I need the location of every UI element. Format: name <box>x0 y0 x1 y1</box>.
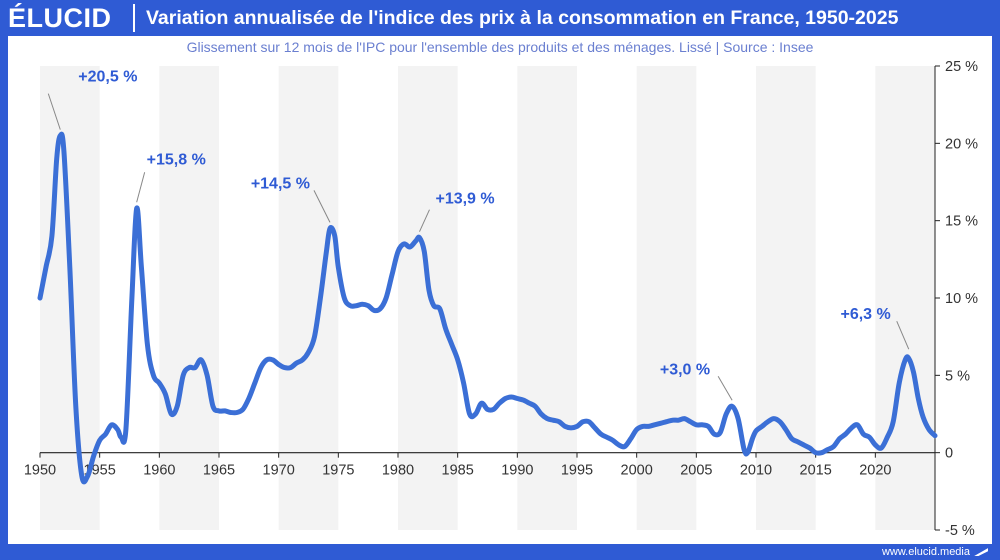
shaded-band <box>398 66 458 530</box>
shaded-band <box>159 66 219 530</box>
chart-subtitle: Glissement sur 12 mois de l'IPC pour l'e… <box>186 39 814 55</box>
y-tick-label: 0 <box>945 446 953 462</box>
x-tick-label: 2010 <box>740 463 772 479</box>
x-tick-label: 1995 <box>561 463 593 479</box>
x-tick-label: 1970 <box>263 463 295 479</box>
annotation-label: +6,3 % <box>840 306 890 323</box>
chart-title: Variation annualisée de l'indice des pri… <box>146 7 899 29</box>
shaded-band <box>278 66 339 530</box>
annotation-label: +14,5 % <box>251 175 310 192</box>
y-tick-label: 10 % <box>945 291 978 307</box>
x-tick-label: 2000 <box>621 463 653 479</box>
annotation-label: +20,5 % <box>78 69 137 86</box>
annotation-leader <box>717 376 733 401</box>
x-tick-label: 1965 <box>203 463 235 479</box>
x-tick-label: 1980 <box>382 463 414 479</box>
x-tick-label: 1960 <box>143 463 175 479</box>
annotation-leader <box>47 93 61 130</box>
slash-icon <box>974 548 988 557</box>
header-bar: ÉLUCID Variation annualisée de l'indice … <box>0 0 1000 36</box>
logo-separator <box>133 4 135 32</box>
y-tick-label: 25 % <box>945 59 978 75</box>
annotation-leader <box>136 172 146 203</box>
shaded-band <box>636 66 697 530</box>
y-tick-label: -5 % <box>945 523 975 539</box>
shaded-band <box>517 66 577 530</box>
x-tick-label: 2015 <box>800 463 832 479</box>
annotation-leader <box>313 190 331 223</box>
annotation-leader <box>896 321 910 350</box>
annotation-label: +15,8 % <box>147 151 206 168</box>
shaded-band <box>756 66 816 530</box>
annotation-label: +13,9 % <box>435 191 494 208</box>
line-chart: 1950 1955 1960 1965 1970 1975 1980 1985 1990 1995… <box>24 59 978 539</box>
x-tick-label: 1950 <box>24 463 56 479</box>
annotation-leader <box>419 209 430 232</box>
x-tick-label: 2005 <box>680 463 712 479</box>
shaded-band <box>875 66 935 530</box>
x-tick-label: 1985 <box>442 463 474 479</box>
footer-site[interactable]: www.elucid.media <box>882 544 988 560</box>
y-tick-label: 5 % <box>945 368 970 384</box>
x-tick-label: 2020 <box>859 463 891 479</box>
annotation-label: +3,0 % <box>660 361 710 378</box>
inflation-series-line <box>37 131 938 485</box>
elucid-logo: ÉLUCID <box>8 3 112 33</box>
y-tick-label: 20 % <box>945 136 978 152</box>
y-tick-label: 15 % <box>945 214 978 230</box>
x-tick-label: 1975 <box>322 463 354 479</box>
x-tick-label: 1990 <box>501 463 533 479</box>
chart-panel: 1950 1955 1960 1965 1970 1975 1980 1985 1990 1995… <box>8 36 992 544</box>
footer-site-label[interactable]: www.elucid.media <box>881 546 970 558</box>
